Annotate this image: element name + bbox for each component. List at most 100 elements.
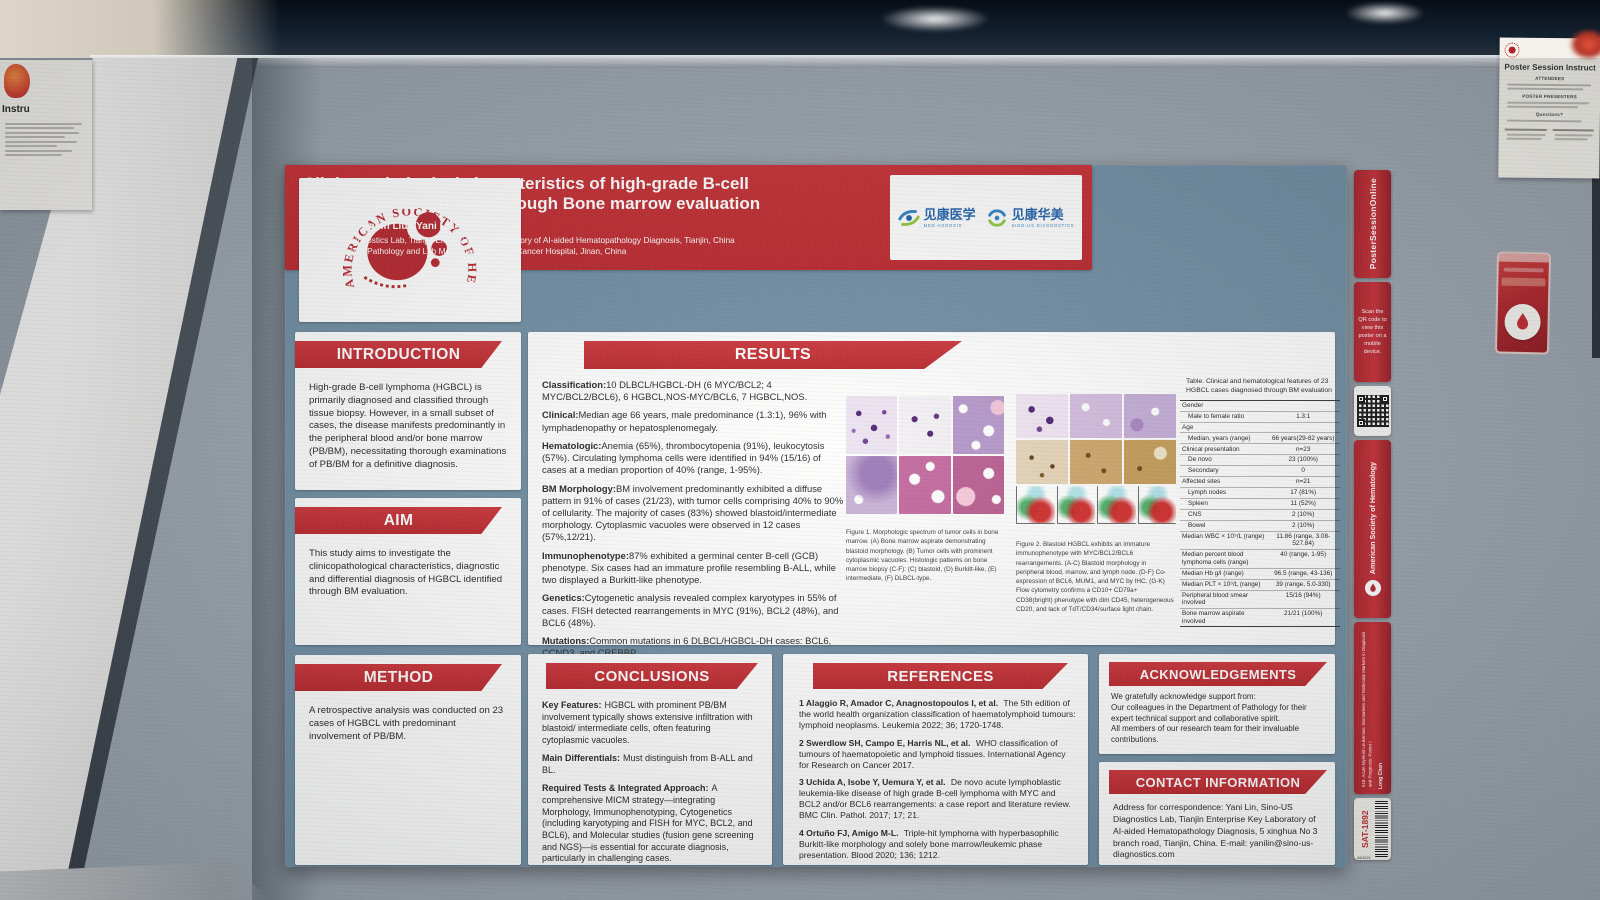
introduction-section: INTRODUCTION High-grade B-cell lymphoma … xyxy=(295,332,521,490)
figure1-panel xyxy=(846,396,1004,514)
blood-smear-image xyxy=(1016,394,1068,438)
ash-drop-icon xyxy=(1364,579,1381,596)
sheet-title-fragment: Instru xyxy=(2,104,30,115)
qr-code-segment xyxy=(1354,386,1391,436)
labeled-paragraph: Clinical:Median age 66 years, male predo… xyxy=(542,409,827,433)
table-row: CNS 2 (10%) xyxy=(1180,509,1340,521)
ihc-image-myc xyxy=(1124,440,1176,484)
table-row: Median Hb g/l (range) 96.5 (range, 43-136… xyxy=(1180,568,1340,580)
session-side-strip: PosterSessionOnline Scan the QR code to … xyxy=(1354,170,1391,862)
board-gap xyxy=(1592,58,1600,358)
section-banner: AIM xyxy=(295,507,502,534)
section-banner: RESULTS xyxy=(584,341,962,369)
ash-logo-icon xyxy=(1504,42,1520,58)
figure1-caption: Figure 1. Morphologic spectrum of tumor … xyxy=(846,529,999,583)
acknowledgements-text: We gratefully acknowledge support from: … xyxy=(1111,692,1325,746)
poster: AMERICAN SOCIETY OF HEMATOLOGY. Clinicop… xyxy=(285,165,1347,867)
histology-image-f xyxy=(952,456,1004,514)
sheet-columns xyxy=(1504,126,1595,143)
table-row: Bowel 2 (10%) xyxy=(1180,520,1340,532)
table-row: Spleen 11 (52%) xyxy=(1180,498,1340,510)
session-title: 618. Acute Myeloid Leukemias: Biomarkers… xyxy=(1361,631,1373,787)
table-row: Median percent blood lymphoma cells (ran… xyxy=(1180,549,1340,569)
instruction-sheet-partial: Instru xyxy=(0,60,92,210)
labeled-paragraph: Required Tests & Integrated Approach: A c… xyxy=(542,783,754,864)
lymph-node-image xyxy=(1124,394,1176,438)
sponsor-logos-box: 见康医学 MED-AGNOSIS 见康华美 SINO-US DIAGNOSTIC… xyxy=(890,175,1082,260)
ring-swirl-icon xyxy=(987,208,1006,227)
labeled-paragraph: Immunophenotype:87% exhibited a germinal… xyxy=(542,549,836,586)
eye-swirl-icon xyxy=(898,209,920,226)
poster-code-label: SAT-1892 AB4025 xyxy=(1354,798,1391,860)
aim-section: AIM This study aims to investigate the c… xyxy=(295,498,521,645)
sheet-heading: Questions? xyxy=(1535,111,1564,118)
session-title-banner: 618. Acute Myeloid Leukemias: Biomarkers… xyxy=(1354,622,1391,794)
red-object xyxy=(1568,28,1600,61)
contact-section: CONTACT INFORMATION Address for correspo… xyxy=(1099,762,1335,865)
pouch-print xyxy=(1503,267,1544,273)
reference-item: 2 Swerdlow SH, Campo E, Harris NL, et al… xyxy=(799,737,1066,770)
reference-item: 3 Uchida A, Isobe Y, Uemura Y, et al. De… xyxy=(799,777,1071,820)
presenter-name: Long Chen xyxy=(1377,762,1384,789)
marrow-image xyxy=(1070,394,1122,438)
ceiling-light xyxy=(880,6,990,32)
flow-cytometry-plot xyxy=(1016,486,1055,524)
ihc-image-mum1 xyxy=(1070,440,1122,484)
histology-image-c xyxy=(952,396,1004,454)
logo-med-agnosis: 见康医学 MED-AGNOSIS xyxy=(898,207,976,229)
board-top-rail xyxy=(90,55,1600,68)
blood-drop-icon xyxy=(1517,312,1529,330)
labeled-paragraph: Key Features: HGBCL with prominent PB/BM … xyxy=(542,700,753,746)
aim-text: This study aims to investigate the clini… xyxy=(309,548,503,598)
results-text: Classification:10 DLBCL/HGBCL-DH (6 MYC/… xyxy=(542,379,844,665)
labeled-paragraph: Main Differentials: Must distinguish from… xyxy=(542,753,753,775)
reference-item: 4 Ortuño FJ, Amigo M-L. Triple-hit lymph… xyxy=(799,827,1059,860)
ack-line: All members of our research team for the… xyxy=(1111,724,1300,745)
section-banner: INTRODUCTION xyxy=(295,341,502,368)
labeled-paragraph: Hematologic:Anemia (65%), thrombocytopen… xyxy=(542,439,825,476)
section-banner: ACKNOWLEDGEMENTS xyxy=(1109,662,1327,686)
figure2-caption: Figure 2. Blastoid HGBCL exhibits an imm… xyxy=(1016,541,1174,613)
table-title: Table. Clinical and hematological featur… xyxy=(1186,378,1332,394)
labeled-paragraph: BM Morphology:BM involvement predominant… xyxy=(542,482,844,543)
labeled-paragraph: Classification:10 DLBCL/HGBCL-DH (6 MYC/… xyxy=(542,379,808,403)
table-row: Age xyxy=(1180,422,1340,434)
section-banner: CONTACT INFORMATION xyxy=(1109,770,1327,794)
poster-session-instructions-sheet: Poster Session Instructions ATTENDEES PO… xyxy=(1498,28,1600,179)
labeled-paragraph: Genetics:Cytogenetic analysis revealed c… xyxy=(542,592,839,628)
ash-logo-box: AMERICAN SOCIETY OF HEMATOLOGY. xyxy=(299,178,521,322)
flow-cytometry-plot xyxy=(1137,486,1176,524)
qr-code xyxy=(1356,395,1389,427)
qr-instruction: Scan the QR code to view this poster on … xyxy=(1354,282,1391,382)
histology-image-e xyxy=(899,456,951,514)
table-row: Male to female ratio 1.3:1 xyxy=(1180,411,1340,423)
labeled-paragraph: Mutations:Common mutations in 6 DLBCL/HG… xyxy=(542,634,832,659)
poster-title: Clinicopathological characteristics of h… xyxy=(303,174,761,214)
section-banner: CONCLUSIONS xyxy=(546,663,758,689)
reference-item: 1 Alaggio R, Amador C, Anagnostopoulos I… xyxy=(799,698,1076,730)
table-row: Affected sites n=21 xyxy=(1180,476,1340,489)
label-code: AB4025 xyxy=(1357,856,1371,860)
authors: Xiaoyan Li¹, Enbin Liu¹, Yani Lin¹ Kun R… xyxy=(303,221,500,232)
ash-logo-blob xyxy=(4,64,30,98)
table-row: Peripheral blood smear involved 15/16 (94… xyxy=(1180,590,1340,609)
ceiling-light xyxy=(1345,2,1425,24)
poster-code: SAT-1892 xyxy=(1360,810,1370,848)
results-section: RESULTS Classification:10 DLBCL/HGBCL-DH… xyxy=(528,332,1340,658)
clinical-table: Table. Clinical and hematological featur… xyxy=(1180,378,1340,628)
sheet-heading: POSTER PRESENTERS xyxy=(1522,93,1578,100)
introduction-text: High-grade B-cell lymphoma (HGBCL) is pr… xyxy=(309,382,507,470)
contact-text: Address for correspondence: Yani Lin, Si… xyxy=(1113,802,1318,860)
postersessiononline-banner: PosterSessionOnline xyxy=(1354,170,1391,278)
ihc-image-bcl6 xyxy=(1016,440,1068,484)
histology-image-d xyxy=(846,456,898,514)
sheet-heading: ATTENDEES xyxy=(1535,75,1565,82)
pouch-print xyxy=(1501,277,1546,287)
flow-cytometry-plot xyxy=(1097,486,1136,524)
table-row: Gender xyxy=(1180,399,1340,412)
logo-sino-us-diagnostics: 见康华美 SINO-US DIAGNOSTICS xyxy=(986,207,1075,229)
flow-cytometry-plot xyxy=(1056,486,1095,524)
barcode xyxy=(1375,801,1388,857)
histology-image-b xyxy=(899,396,951,454)
